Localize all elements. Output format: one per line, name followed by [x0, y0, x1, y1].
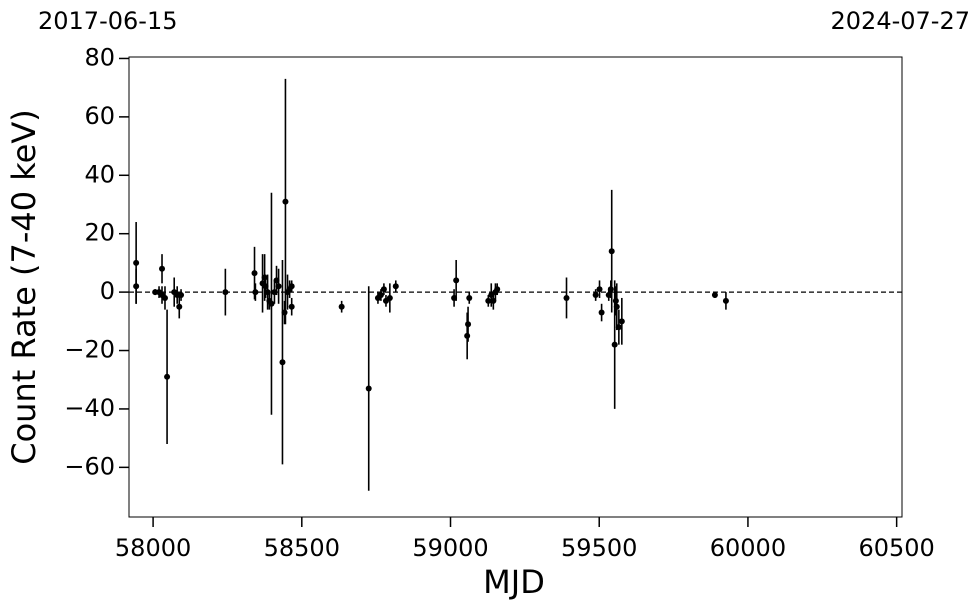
data-point	[365, 385, 372, 392]
y-tick-label: 20	[84, 219, 115, 247]
x-tick-label: 60000	[710, 534, 786, 562]
x-tick-label: 60500	[858, 534, 934, 562]
data-point	[176, 303, 183, 310]
y-tick-label: −60	[64, 452, 115, 480]
data-point	[380, 286, 387, 293]
data-point	[612, 297, 619, 304]
data-point	[386, 294, 393, 301]
data-point	[592, 292, 599, 299]
data-point	[275, 283, 282, 290]
data-point	[164, 373, 171, 380]
data-point	[464, 332, 471, 339]
x-axis-label: MJD	[483, 563, 545, 601]
data-point	[279, 359, 286, 366]
data-point	[618, 318, 625, 325]
y-tick-label: 40	[84, 160, 115, 188]
data-point	[288, 283, 295, 290]
data-point	[613, 303, 620, 310]
data-point	[268, 300, 275, 307]
data-point	[252, 289, 259, 296]
data-point	[288, 303, 295, 310]
data-point	[133, 259, 140, 266]
x-tick-label: 58500	[264, 534, 340, 562]
data-point	[615, 324, 622, 331]
data-point	[711, 292, 718, 299]
data-point	[338, 303, 345, 310]
data-point	[377, 292, 384, 299]
data-point	[563, 294, 570, 301]
top-left-label: 2017-06-15	[38, 7, 177, 35]
data-point	[222, 289, 229, 296]
x-tick-label: 58000	[115, 534, 191, 562]
data-point	[607, 286, 614, 293]
data-point	[392, 283, 399, 290]
data-point	[282, 198, 289, 205]
data-point	[596, 286, 603, 293]
data-point	[133, 283, 140, 290]
top-right-label: 2024-07-27	[831, 7, 970, 35]
y-tick-label: −20	[64, 336, 115, 364]
data-point	[598, 309, 605, 316]
data-point	[485, 297, 492, 304]
data-point	[453, 277, 460, 284]
data-point	[494, 286, 501, 293]
data-point	[281, 309, 288, 316]
data-point	[465, 321, 472, 328]
data-point	[466, 294, 473, 301]
y-tick-label: 0	[100, 277, 115, 305]
data-point	[178, 292, 185, 299]
data-point	[608, 248, 615, 255]
plot-frame	[128, 56, 903, 518]
y-tick-label: 60	[84, 102, 115, 130]
data-point	[161, 294, 168, 301]
y-tick-label: 80	[84, 43, 115, 71]
data-point	[159, 265, 166, 272]
data-point	[611, 341, 618, 348]
data-point	[251, 270, 258, 277]
y-axis-label: Count Rate (7-40 keV)	[5, 109, 43, 464]
data-point	[722, 297, 729, 304]
x-tick-label: 59500	[561, 534, 637, 562]
data-point	[261, 274, 268, 281]
x-tick-label: 59000	[412, 534, 488, 562]
y-tick-label: −40	[64, 394, 115, 422]
